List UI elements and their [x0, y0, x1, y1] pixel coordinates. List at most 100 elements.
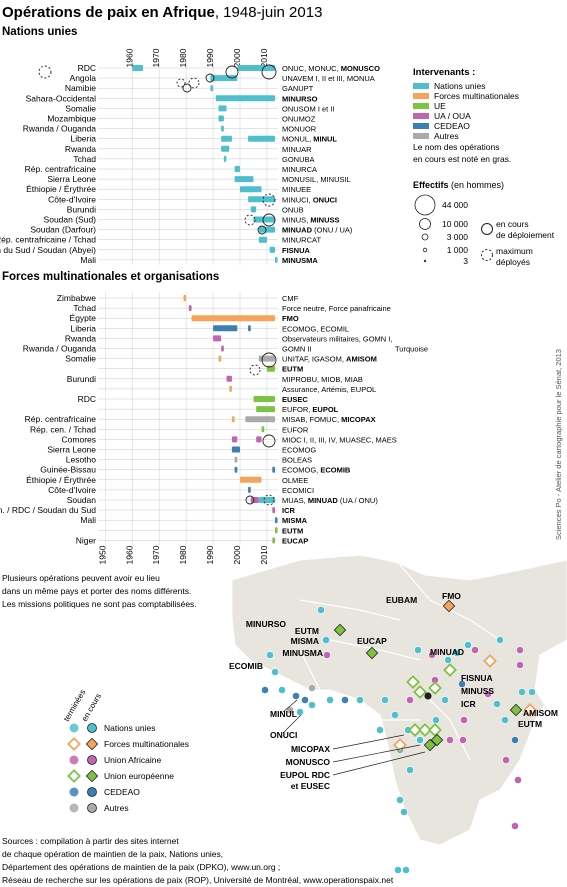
- gantt-bar: [258, 355, 275, 362]
- gantt-bar: [256, 406, 275, 413]
- gantt-bar: [240, 476, 262, 483]
- map-label: EUPOL RDC: [280, 770, 330, 780]
- gantt-bar: [210, 85, 214, 92]
- country-label: Côte-d'Ivoire: [48, 485, 96, 495]
- legend-diamond: [67, 769, 81, 783]
- legend-dot: [87, 755, 97, 765]
- gantt-bar: [258, 497, 275, 503]
- operation-label: ECOMOG, ECOMIB: [282, 466, 351, 475]
- legend-swatch: [413, 123, 429, 129]
- map-leader-line: [282, 714, 302, 734]
- country-label: Mali: [80, 515, 96, 525]
- map-dot: [261, 686, 269, 694]
- strength-circle: [249, 364, 261, 376]
- map-dot: [484, 690, 492, 698]
- effectif-circle: [422, 247, 428, 253]
- operation-label: ONUSOM I et II: [282, 104, 335, 113]
- country-label: Oug. / Rép. cen. / RDC / Soudan du Sud: [0, 505, 96, 515]
- operation-label: Observateurs militaires, GOMN I,: [282, 334, 392, 343]
- gantt-bar: [213, 325, 238, 332]
- legend-dot: [69, 787, 79, 797]
- country-label: Tchad: [73, 303, 96, 313]
- map-label: MISMA: [291, 636, 319, 646]
- operation-label: FISNUA: [282, 246, 311, 255]
- credit-text: Sciences Po - Atelier de cartographie po…: [554, 349, 563, 540]
- strength-circle: [245, 495, 255, 505]
- country-label: Soudan (Sud): [44, 215, 97, 225]
- map-dot: [301, 696, 309, 704]
- country-label: Rép. centrafricaine: [25, 414, 97, 424]
- country-label: Namibie: [65, 83, 96, 93]
- country-label: Rwanda / Ouganda: [23, 124, 97, 134]
- gantt-bar: [132, 65, 144, 71]
- legend-swatch: [413, 103, 429, 109]
- country-label: Soudan (Darfour): [30, 225, 96, 235]
- country-label: Niger: [76, 535, 96, 545]
- country-label: Côte-d'Ivoire: [48, 194, 96, 204]
- map-leader-line: [332, 751, 426, 776]
- effectif-value: 10 000: [442, 219, 468, 229]
- map-diamond: [406, 675, 420, 689]
- operation-label: MONUSIL, MINUSIL: [282, 175, 351, 184]
- un-section-title: Nations unies: [2, 26, 77, 38]
- map-diamond: [413, 685, 427, 699]
- operation-label: ONUB: [282, 205, 304, 214]
- map-diamond: [483, 654, 497, 668]
- map-label: ECOMIB: [229, 661, 263, 671]
- gantt-bar: [218, 115, 224, 122]
- strength-circle: [205, 73, 215, 83]
- legend-diamond: [85, 737, 99, 751]
- gantt-bar: [188, 305, 192, 312]
- strength-circle: [244, 214, 256, 226]
- map-dot: [528, 688, 536, 696]
- map-dot: [514, 776, 522, 784]
- operation-label: CMF: [282, 294, 299, 303]
- strength-circle: [225, 65, 239, 79]
- map-dot: [444, 656, 452, 664]
- legend-diamond: [67, 737, 81, 751]
- gantt-bar: [191, 315, 275, 322]
- en-cours-label-2: de déploiement: [496, 230, 555, 240]
- operation-label: MISAB, FOMUC, MICOPAX: [282, 415, 376, 424]
- axis-tick-label: 2010: [259, 545, 269, 564]
- gantt-bar: [229, 385, 232, 392]
- gantt-bar: [221, 135, 232, 142]
- legend-label: Nations unies: [434, 81, 486, 91]
- country-label: Rép. centrafricaine / Tchad: [0, 235, 96, 245]
- operation-label: MINURCA: [282, 165, 317, 174]
- map-diamond: [393, 738, 407, 752]
- sources-line-2: de chaque opération de maintien de la pa…: [2, 849, 223, 859]
- map-dot: [416, 736, 424, 744]
- gantt-bar: [237, 65, 275, 71]
- map-dot: [266, 651, 274, 659]
- map-dot: [400, 808, 408, 816]
- axis-tick-label: 1980: [178, 545, 188, 564]
- country-label: RDC: [78, 63, 96, 73]
- gantt-bar: [218, 105, 227, 112]
- operation-label: FMO: [282, 314, 299, 323]
- map-dot: [511, 822, 519, 830]
- legend-swatch: [413, 83, 429, 89]
- gantt-bar: [245, 416, 275, 423]
- map-dot: [356, 696, 364, 704]
- effectif-circle: [419, 218, 431, 230]
- map-dot: [326, 696, 334, 704]
- map-label: EUCAP: [357, 636, 387, 646]
- legend-diamond: [85, 769, 99, 783]
- country-label: Mozambique: [47, 114, 96, 124]
- operation-label: EUTM: [282, 365, 303, 374]
- strength-circle: [182, 83, 192, 93]
- gantt-bar: [231, 446, 240, 453]
- country-label: Rép. cen. / Tchad: [30, 424, 96, 434]
- effectif-value: 1 000: [447, 245, 469, 255]
- operation-label: EUFOR: [282, 425, 309, 434]
- map-label: MINUAD: [430, 647, 464, 657]
- operation-label: MINUAD (ONU / UA): [282, 226, 353, 235]
- map-dot: [459, 736, 467, 744]
- map-dot: [493, 700, 501, 708]
- map-dot: [516, 646, 524, 654]
- un-gantt-chart: 1960 1970 1980 1990 2000 2010 RDC ONUC, MONUC, …: [0, 48, 380, 265]
- map-dot: [323, 651, 331, 659]
